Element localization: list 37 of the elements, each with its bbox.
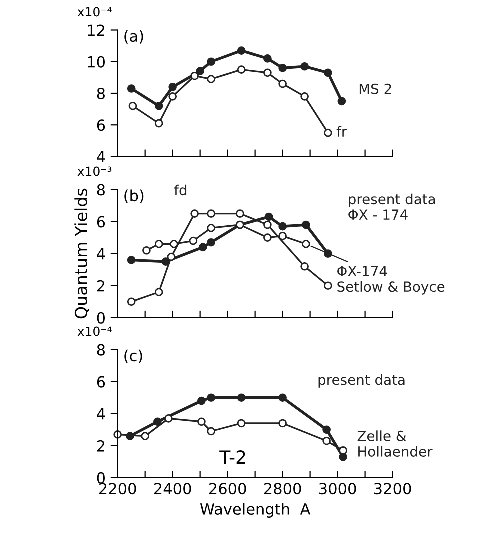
y-tick-label: 10 [88, 56, 106, 68]
y-tick-label: 2 [97, 440, 105, 452]
x-tick-label: 3200 [374, 483, 412, 495]
chart-title: (b) [124, 190, 144, 204]
y-tick-label: 0 [97, 312, 106, 324]
series-label: fr [336, 126, 348, 137]
series-label: fd [174, 184, 187, 196]
y-tick-label: 8 [97, 88, 105, 100]
y-tick-label: 4 [97, 408, 106, 420]
text: x10⁻⁴ [78, 7, 112, 17]
y-tick-label: 6 [97, 216, 106, 228]
x-axis-title: Wavelength A [200, 503, 311, 518]
annotation: T-2 [220, 450, 246, 464]
y-tick-label: 12 [88, 24, 105, 36]
y-tick-label: 8 [97, 344, 105, 356]
y-tick-label: 6 [97, 376, 106, 388]
text: present data ΦX - 174 [348, 194, 436, 220]
x-tick-label: 2200 [100, 483, 136, 495]
x-tick-label: 2800 [264, 483, 302, 495]
x-tick-label: 2600 [210, 483, 246, 495]
y-tick-label: 0 [97, 472, 106, 484]
series-label: MS 2 [360, 84, 392, 94]
y-axis-title: Quantum Yields [74, 188, 90, 319]
chart-title: (a) [124, 30, 144, 44]
y-tick-label: 2 [97, 280, 105, 292]
text: x10⁻³ [78, 166, 112, 176]
text: present data [318, 374, 405, 388]
y-tick-label: 4 [97, 248, 106, 260]
y-tick-label: 8 [97, 184, 105, 196]
legend-label: ΦX-174 Setlow & Boyce [338, 266, 445, 295]
x-tick-label: 3000 [320, 483, 356, 495]
y-tick-label: 6 [97, 120, 106, 132]
text: x10⁻⁴ [78, 326, 112, 336]
x-tick-label: 2400 [154, 483, 192, 495]
y-tick-label: 4 [97, 151, 106, 163]
series-label: Zelle & Hollaender [358, 430, 433, 457]
chart-title: (c) [124, 350, 142, 364]
